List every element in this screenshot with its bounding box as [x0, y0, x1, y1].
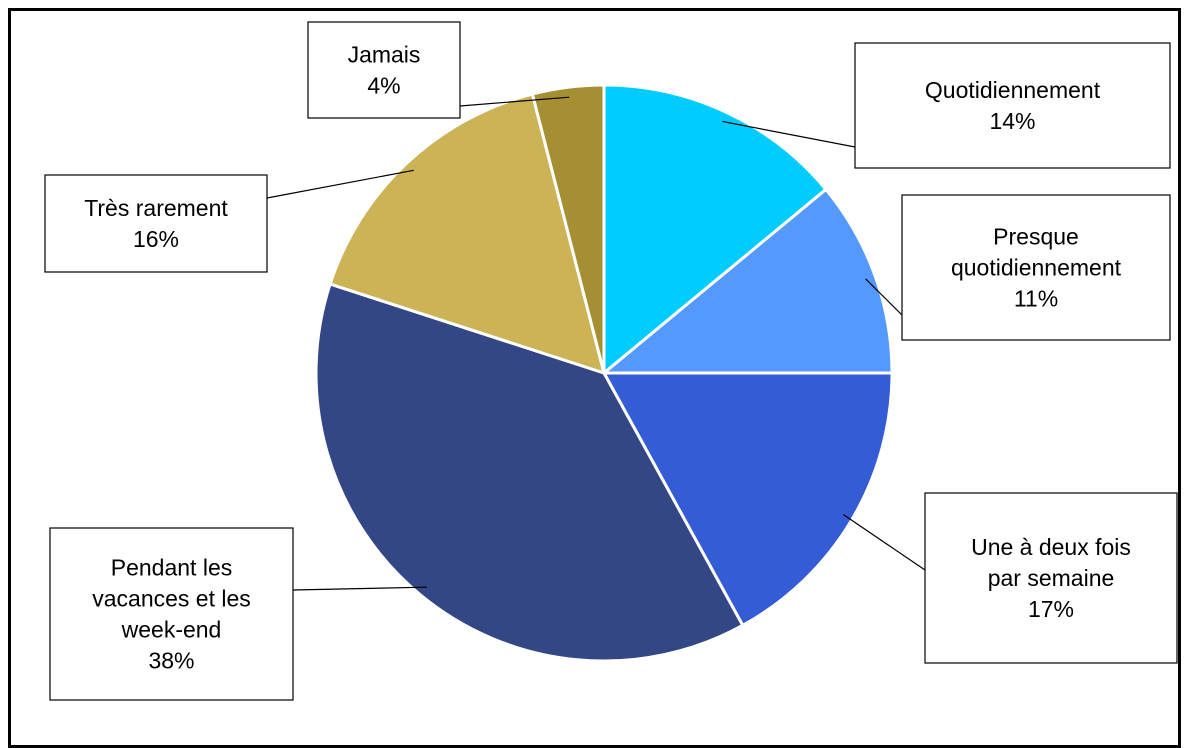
data-label-box-4: [44, 174, 268, 273]
data-label-5: Jamais 4%: [307, 21, 461, 119]
data-label-box-2: [924, 492, 1178, 664]
data-label-value-0: 14%: [989, 108, 1035, 134]
data-label-box-1: [901, 194, 1171, 341]
data-label-text-3-2: week-end: [121, 617, 222, 643]
pie-chart: Quotidiennement 14% Presque quotidiennement…: [44, 21, 1178, 701]
data-label-box-0: [854, 42, 1171, 169]
data-label-2: Une à deux fois par semaine 17%: [924, 492, 1178, 664]
leader-line-5: [459, 96, 570, 107]
data-label-0: Quotidiennement 14%: [854, 42, 1171, 169]
pie-slice-3: [314, 282, 745, 663]
leader-line-4: [266, 169, 414, 199]
data-labels-layer: Quotidiennement 14% Presque quotidiennement…: [44, 21, 1178, 701]
data-label-value-2: 17%: [1028, 596, 1074, 622]
data-label-3: Pendant les vacances et les week-end 38%: [49, 527, 294, 701]
leader-line-3: [292, 586, 427, 591]
data-label-4: Très rarement 16%: [44, 174, 268, 273]
pie-slice-5: [530, 83, 606, 374]
data-label-value-1: 11%: [1014, 286, 1058, 312]
data-label-box-5: [307, 21, 461, 119]
pie-slice-0: [602, 83, 829, 377]
leader-line-0: [722, 120, 856, 148]
pie-slice-1: [599, 187, 894, 375]
leader-lines-layer: [266, 96, 926, 591]
data-label-text-2-0: Une à deux fois: [971, 534, 1131, 560]
leader-line-1: [865, 278, 903, 316]
data-label-text-3-0: Pendant les: [111, 555, 232, 581]
pie-slice-2: [601, 371, 894, 628]
data-label-text-4-0: Très rarement: [84, 195, 228, 221]
data-label-text-0-0: Quotidiennement: [925, 77, 1101, 103]
leader-line-2: [842, 514, 926, 571]
data-label-value-5: 4%: [367, 73, 400, 99]
data-label-text-3-1: vacances et les: [92, 586, 251, 612]
data-label-text-1-1: quotidiennement: [951, 255, 1122, 281]
data-label-box-3: [49, 527, 294, 701]
data-label-text-2-1: par semaine: [988, 565, 1115, 591]
data-label-1: Presque quotidiennement 11%: [901, 194, 1171, 341]
data-label-value-3: 38%: [148, 648, 194, 674]
data-label-value-4: 16%: [133, 226, 179, 252]
slices-layer: [314, 83, 894, 663]
data-label-text-5-0: Jamais: [348, 42, 421, 68]
data-label-text-1-0: Presque: [993, 224, 1079, 250]
